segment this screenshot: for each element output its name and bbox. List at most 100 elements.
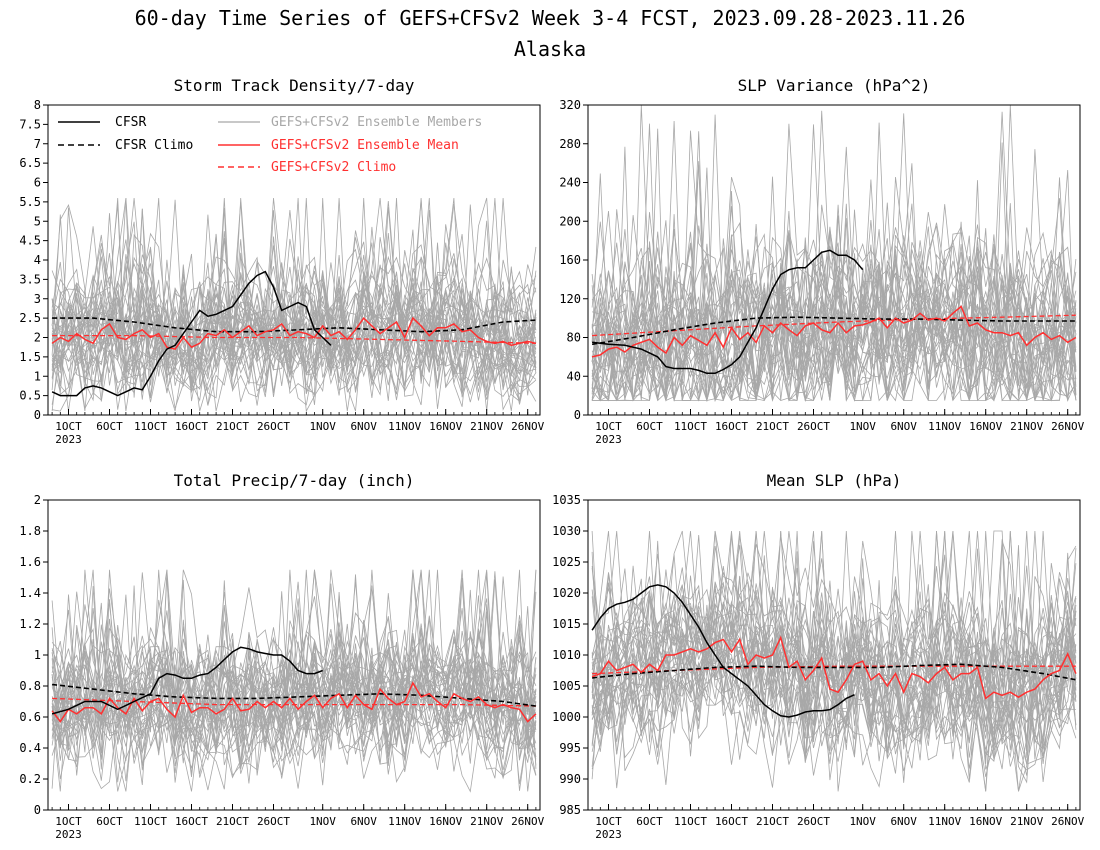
- x-tick-label: 16NOV: [969, 420, 1002, 433]
- y-tick-label: 2: [34, 493, 41, 507]
- ensemble-member-line: [51, 199, 537, 393]
- ensemble-member-line: [591, 545, 1077, 758]
- ensemble-member-line: [591, 530, 1077, 755]
- x-tick-label: 16OCT: [715, 815, 748, 828]
- x-tick-label: 11OCT: [674, 815, 707, 828]
- y-tick-label: 3: [34, 292, 41, 306]
- x-tick-label: 26OCT: [257, 815, 290, 828]
- x-tick-label: 11OCT: [674, 420, 707, 433]
- ensemble-member-line: [591, 110, 1077, 393]
- x-tick-label: 1NOV: [849, 420, 876, 433]
- cfsr-line: [51, 646, 323, 715]
- x-tick-label: 11OCT: [134, 815, 167, 828]
- cfsr-climo-line: [52, 317, 536, 333]
- y-tick-label: 1000: [552, 710, 581, 724]
- y-tick-label: 7.5: [19, 117, 41, 131]
- ensemble-member-line: [591, 530, 1077, 690]
- x-tick-label: 21NOV: [1010, 420, 1043, 433]
- y-tick-label: 0.8: [19, 679, 41, 693]
- y-tick-label: 6: [34, 176, 41, 190]
- ensemble-member-line: [51, 197, 537, 400]
- y-tick-label: 2: [34, 331, 41, 345]
- ensemble-member-line: [591, 552, 1077, 770]
- x-tick-label: 11NOV: [388, 815, 421, 828]
- ensemble-member-line: [51, 569, 537, 762]
- y-tick-label: 0: [574, 408, 581, 422]
- x-tick-label: 16OCT: [175, 815, 208, 828]
- figure-title: 60-day Time Series of GEFS+CFSv2 Week 3-…: [135, 6, 966, 30]
- ensemble-members: [51, 569, 537, 793]
- ensemble-members: [591, 530, 1077, 792]
- y-tick-label: 120: [559, 292, 581, 306]
- x-tick-label: 6OCT: [96, 815, 123, 828]
- x-year-label: 2023: [595, 433, 622, 446]
- gefs-climo-line: [52, 334, 536, 344]
- y-tick-label: 1035: [552, 493, 581, 507]
- x-tick-label: 21NOV: [470, 815, 503, 828]
- y-tick-label: 0.2: [19, 772, 41, 786]
- y-tick-label: 6.5: [19, 156, 41, 170]
- x-tick-label: 21OCT: [216, 815, 249, 828]
- x-tick-label: 6NOV: [890, 420, 917, 433]
- ensemble-member-line: [51, 569, 537, 762]
- ensemble-member-line: [51, 598, 537, 781]
- cfsr-line: [51, 270, 332, 397]
- ensemble-mean-line: [51, 681, 537, 723]
- x-tick-label: 26OCT: [257, 420, 290, 433]
- ensemble-member-line: [51, 577, 536, 791]
- x-tick-label: 26OCT: [797, 420, 830, 433]
- ensemble-mean-line: [591, 305, 1077, 358]
- y-tick-label: 1: [34, 369, 41, 383]
- x-tick-label: 1NOV: [309, 420, 336, 433]
- x-tick-label: 1OCT: [595, 420, 622, 433]
- cfsr-line: [592, 249, 864, 375]
- x-tick-label: 1NOV: [309, 815, 336, 828]
- legend-label-ens-mean: GEFS+CFSv2 Ensemble Mean: [271, 138, 459, 153]
- y-tick-label: 1010: [552, 648, 581, 662]
- chart-panel-2: SLP Variance (hPa^2) 0 40 80 120 160 200 240 280…: [559, 76, 1084, 446]
- ensemble-member-line: [52, 290, 537, 413]
- ensemble-mean-line: [51, 316, 537, 350]
- ensemble-member-line: [51, 275, 537, 412]
- y-tick-label: 1005: [552, 679, 581, 693]
- y-tick-label: 1.2: [19, 617, 41, 631]
- x-year-label: 2023: [55, 433, 82, 446]
- x-tick-label: 16NOV: [429, 815, 462, 828]
- y-tick-label: 5.5: [19, 195, 41, 209]
- x-tick-label: 11OCT: [134, 420, 167, 433]
- y-tick-label: 0.4: [19, 741, 41, 755]
- y-tick-label: 0: [34, 803, 41, 817]
- x-tick-label: 21NOV: [470, 420, 503, 433]
- y-tick-label: 0.5: [19, 389, 41, 403]
- x-tick-label: 16NOV: [969, 815, 1002, 828]
- x-year-label: 2023: [595, 828, 622, 841]
- x-tick-label: 21OCT: [216, 420, 249, 433]
- x-tick-label: 6NOV: [890, 815, 917, 828]
- ensemble-member-line: [51, 197, 537, 391]
- x-tick-label: 1NOV: [849, 815, 876, 828]
- ensemble-member-line: [591, 530, 1077, 739]
- y-tick-label: 280: [559, 137, 581, 151]
- plot-area: [51, 569, 537, 793]
- x-tick-label: 6NOV: [350, 815, 377, 828]
- ensemble-member-line: [591, 551, 1076, 789]
- ensemble-member-line: [591, 530, 1077, 758]
- legend-label-cfsr-climo: CFSR Climo: [115, 138, 193, 153]
- ensemble-member-line: [591, 530, 1077, 694]
- x-tick-label: 21OCT: [756, 815, 789, 828]
- y-tick-label: 1015: [552, 617, 581, 631]
- x-tick-label: 16OCT: [715, 420, 748, 433]
- x-tick-label: 21OCT: [756, 420, 789, 433]
- x-tick-label: 1OCT: [55, 420, 82, 433]
- x-tick-label: 26NOV: [511, 815, 544, 828]
- x-tick-label: 6OCT: [636, 815, 663, 828]
- x-year-label: 2023: [55, 828, 82, 841]
- y-tick-label: 1: [34, 648, 41, 662]
- x-tick-label: 26NOV: [511, 420, 544, 433]
- y-tick-label: 2.5: [19, 311, 41, 325]
- y-tick-label: 160: [559, 253, 581, 267]
- y-tick-label: 240: [559, 176, 581, 190]
- panel-title: Total Precip/7-day (inch): [174, 471, 415, 490]
- plot-area: [591, 530, 1077, 792]
